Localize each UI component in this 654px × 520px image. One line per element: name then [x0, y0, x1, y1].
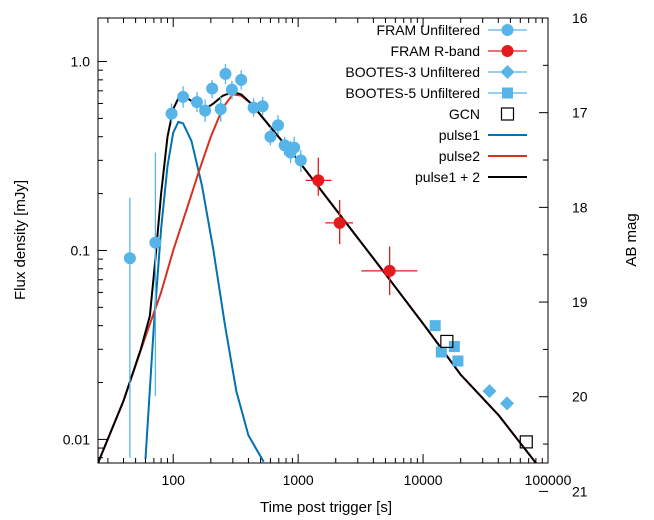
data-point	[312, 174, 325, 187]
series-bootes-3-unfiltered	[482, 384, 515, 411]
data-point	[288, 141, 301, 154]
legend-marker	[502, 87, 513, 99]
legend-entry-fram-r-band: FRAM R-band	[391, 43, 527, 59]
series-line-pulse1	[144, 120, 265, 463]
y-axis-label: Flux density [mJy]	[12, 180, 29, 300]
data-point	[256, 100, 269, 113]
x-tick-label: 10000	[404, 472, 443, 488]
data-point	[448, 341, 460, 353]
legend-label: pulse1	[439, 127, 480, 143]
legend: FRAM Unfiltered FRAM R-band BOOTES-3 Unfil…	[345, 22, 527, 185]
y-tick-label: 1.0	[71, 54, 91, 70]
data-point	[519, 435, 533, 449]
series-bootes-5-unfiltered	[429, 320, 464, 367]
legend-label: pulse2	[439, 148, 480, 164]
series-fram-r-band	[305, 157, 418, 296]
legend-marker	[501, 45, 514, 57]
y-tick-label: 0.1	[71, 242, 91, 258]
data-point	[149, 236, 162, 249]
legend-label: pulse1 + 2	[415, 169, 480, 185]
x-tick-label: 1000	[283, 472, 314, 488]
y2-tick-label: 20	[572, 389, 588, 405]
data-point	[500, 396, 515, 411]
legend-entry-pulse2: pulse2	[439, 148, 527, 164]
series-fram-unfiltered	[123, 64, 307, 458]
y2-tick-label: 19	[572, 294, 588, 310]
data-point	[247, 101, 260, 114]
legend-marker	[500, 65, 515, 79]
data-point	[123, 252, 136, 265]
legend-entry-gcn: GCN	[449, 106, 515, 122]
legend-label: FRAM R-band	[391, 43, 480, 59]
y2-tick-label: 18	[572, 199, 588, 215]
data-point	[482, 384, 497, 399]
y-tick-label: 0.01	[63, 431, 90, 447]
legend-entry-pulse1-2: pulse1 + 2	[415, 169, 527, 185]
axes: 100 1000 10000 100000 0.01 0.1 1.0 16 17 18 19 20 21	[63, 10, 588, 499]
data-point	[272, 119, 285, 132]
data-point	[452, 355, 464, 367]
data-point	[177, 90, 190, 103]
legend-entry-pulse1: pulse1	[439, 127, 527, 143]
legend-label: BOOTES-3 Unfiltered	[345, 64, 480, 80]
series-gcn	[440, 334, 533, 449]
data-point	[333, 216, 346, 229]
legend-entry-bootes-5-unfiltered: BOOTES-5 Unfiltered	[345, 85, 527, 101]
y2-axis-label: AB mag	[623, 213, 640, 266]
legend-marker	[501, 24, 514, 36]
data-point	[219, 67, 232, 80]
data-point	[190, 96, 203, 109]
y2-tick-label: 17	[572, 105, 588, 121]
data-points	[123, 64, 533, 458]
y2-tick-label: 16	[572, 10, 588, 26]
data-point	[429, 320, 441, 332]
x-tick-label: 100000	[525, 472, 572, 488]
x-tick-label: 100	[162, 472, 186, 488]
legend-entry-fram-unfiltered: FRAM Unfiltered	[377, 22, 527, 38]
data-point	[165, 107, 178, 120]
legend-label: FRAM Unfiltered	[377, 22, 480, 38]
data-point	[264, 130, 277, 143]
data-point	[440, 334, 454, 349]
data-point	[235, 73, 248, 86]
legend-label: GCN	[449, 106, 480, 122]
data-point	[435, 346, 447, 358]
data-point	[206, 82, 219, 95]
data-point	[199, 104, 212, 117]
data-point	[225, 83, 238, 96]
legend-label: BOOTES-5 Unfiltered	[345, 85, 480, 101]
data-point	[294, 154, 307, 167]
data-point	[383, 264, 396, 277]
legend-entry-bootes-3-unfiltered: BOOTES-3 Unfiltered	[345, 64, 527, 80]
y2-tick-label: 21	[572, 483, 588, 499]
data-point	[214, 103, 227, 116]
plot-frame	[97, 17, 549, 464]
legend-marker	[500, 107, 515, 121]
x-axis-label: Time post trigger [s]	[260, 499, 392, 516]
